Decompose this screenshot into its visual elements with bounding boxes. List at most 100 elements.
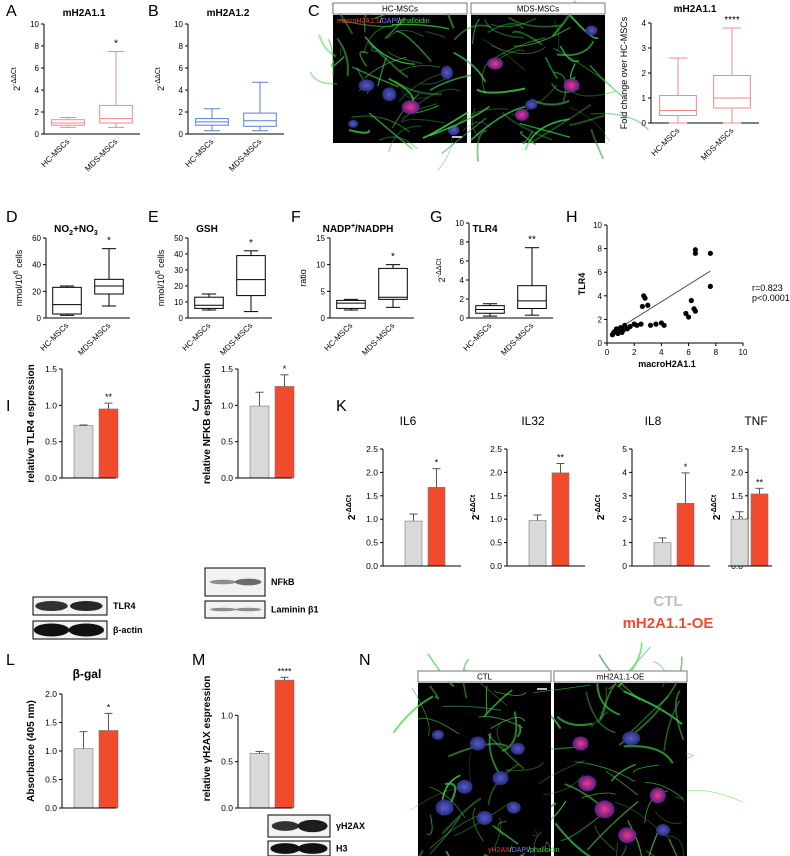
tick-label: 0	[35, 130, 40, 139]
actin-fiber	[530, 103, 592, 144]
category-label: MDS-MSCs	[83, 137, 119, 173]
axis-label: relative NFKB espression	[202, 363, 213, 484]
actin-fiber	[519, 122, 571, 138]
panel-letter-D: D	[6, 209, 18, 226]
blot-label: H3	[336, 844, 348, 854]
data-point	[639, 303, 645, 310]
tick-label: 20	[32, 287, 41, 296]
legend-oe: mH2A1.1-OE	[623, 615, 714, 632]
nucleus	[440, 65, 453, 80]
tick-label: 0	[622, 561, 627, 571]
tick-label: 10	[174, 20, 183, 29]
blot-label: γH2AX	[336, 821, 365, 831]
actin-fiber	[645, 850, 656, 856]
tick-label: 0	[605, 348, 610, 357]
tick-label: 1	[622, 538, 627, 548]
tick-label: 2	[35, 108, 40, 117]
significance-mark: **	[557, 453, 565, 463]
tick-label: 0.0	[490, 561, 502, 571]
category-label: MDS-MSCs	[76, 321, 112, 357]
significance-mark: *	[114, 39, 118, 50]
actin-fiber	[327, 38, 334, 78]
actin-fiber	[632, 764, 660, 773]
category-label: HC-MSCs	[39, 321, 71, 353]
axis-label: macroH2A1.1	[638, 359, 696, 369]
data-point	[692, 247, 699, 253]
tick-label: 3	[642, 44, 647, 53]
tick-label: 2	[179, 108, 184, 117]
tick-label: 2	[632, 348, 637, 357]
blot-label: Laminin β1	[271, 605, 319, 615]
data-point	[707, 250, 713, 256]
actin-fiber	[663, 700, 681, 752]
data-point	[653, 321, 659, 327]
axis-label: Fold change over HC-MSCs	[619, 16, 629, 129]
actin-fiber	[590, 711, 609, 728]
tick-label: 10	[739, 348, 748, 357]
data-point	[620, 327, 626, 333]
panel-letter-E: E	[148, 209, 159, 226]
data-point	[634, 322, 640, 328]
data-point	[686, 314, 692, 320]
significance-mark: *	[435, 458, 439, 468]
box	[517, 285, 547, 310]
panel-letter-G: G	[430, 209, 442, 226]
scatter-H: 0 2 4 6 8 10 0 2 4 6 8 10 TLR4 macroH2A1.1 r=0.823p<0.…	[577, 221, 790, 369]
panel-letter-K: K	[336, 398, 347, 415]
bar	[73, 748, 94, 809]
tick-label: 2.0	[366, 467, 378, 477]
significance-mark: ****	[277, 666, 292, 676]
tick-label: 60	[32, 234, 41, 243]
tick-label: 8	[714, 348, 719, 357]
data-point	[622, 322, 628, 328]
blot-band	[33, 623, 70, 637]
header-label: CTL	[477, 673, 493, 682]
significance-mark: **	[756, 477, 764, 487]
tick-label: 10	[593, 221, 602, 230]
actin-fiber	[377, 57, 387, 87]
tick-label: 0	[37, 314, 42, 323]
blot-band	[70, 600, 103, 612]
actin-fiber	[387, 30, 424, 39]
actin-fiber	[453, 801, 512, 837]
tick-label: 0.5	[45, 437, 57, 447]
actin-fiber	[553, 19, 560, 52]
tick-label: 4	[659, 348, 664, 357]
tick-label: 0	[460, 314, 465, 323]
actin-fiber	[442, 705, 502, 711]
panel-letter-F: F	[291, 209, 301, 226]
category-label: HC-MSCs	[323, 321, 355, 353]
actin-fiber	[339, 47, 342, 57]
actin-fiber	[470, 105, 526, 141]
actin-fiber	[429, 105, 491, 137]
bar	[551, 472, 570, 567]
tick-label: 40	[32, 261, 41, 270]
tick-label: 6	[179, 64, 184, 73]
axis-label: nmol/106 cells	[155, 249, 166, 306]
tick-label: 0	[321, 314, 326, 323]
category-label: HC-MSCs	[650, 126, 682, 158]
tick-label: 2.0	[490, 467, 502, 477]
nucleus	[431, 729, 444, 740]
tick-label: 2	[642, 69, 647, 78]
tick-label: 4	[35, 86, 40, 95]
barchart-L: 0.0 0.5 1.0 1.5 2.0 β-gal Absorbance (405 nm) *	[26, 667, 119, 813]
tick-label: 0.5	[366, 538, 378, 548]
tick-label: 1.5	[221, 364, 233, 374]
blot-label: TLR4	[113, 601, 136, 611]
category-label: HC-MSCs	[462, 321, 494, 353]
actin-fiber	[422, 111, 469, 139]
panel-letter-M: M	[192, 652, 205, 669]
regression-line	[612, 270, 711, 333]
header-C-right: MDS-MSCs	[470, 2, 606, 15]
tick-label: 1.5	[45, 718, 57, 728]
nucleus	[348, 119, 359, 128]
tick-label: 0.0	[45, 803, 57, 813]
data-point	[707, 283, 713, 289]
axis-label: relative TLR4 espression	[26, 364, 37, 482]
actin-fiber	[556, 40, 595, 56]
category-label: MDS-MSCs	[360, 321, 396, 357]
